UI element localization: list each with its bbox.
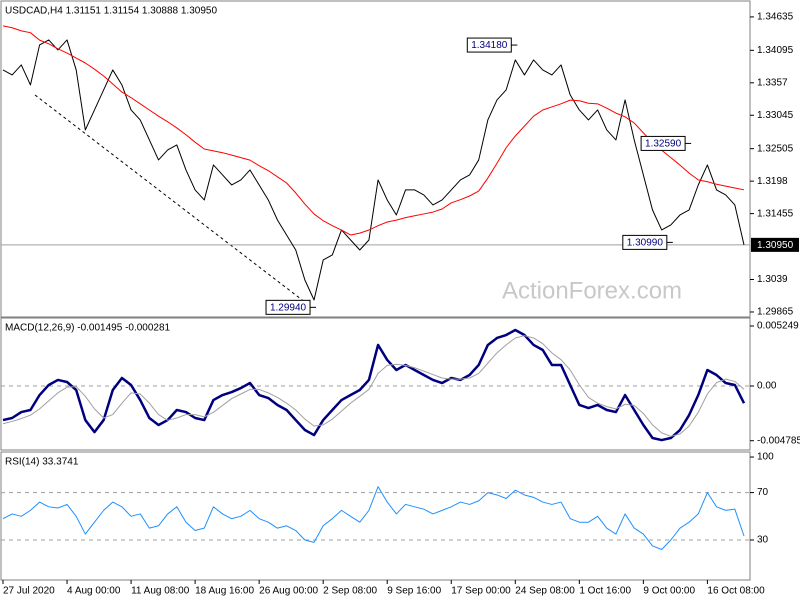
- y-tick-label: 100: [757, 452, 774, 463]
- x-tick-label: 27 Jul 2020: [3, 586, 55, 597]
- y-tick-label: 1.3039: [757, 274, 788, 285]
- series-line: [2, 328, 746, 442]
- x-tick-label: 9 Sep 16:00: [387, 586, 441, 597]
- panel-frame: [0, 0, 751, 318]
- trend-line: [34, 94, 311, 307]
- y-tick-label: 1.34635: [757, 12, 794, 23]
- x-tick-label: 4 Aug 00:00: [67, 586, 121, 597]
- x-tick-label: 24 Sep 08:00: [515, 586, 575, 597]
- y-tick-label: 1.3357: [757, 77, 788, 88]
- y-tick-label: 1.32505: [757, 143, 794, 154]
- last-price-box: [751, 237, 799, 252]
- series-line: [2, 486, 745, 550]
- annotation-box: [622, 234, 668, 250]
- y-tick-label: 30: [757, 535, 769, 546]
- x-tick-label: 1 Oct 16:00: [579, 586, 631, 597]
- y-tick-label: 1.34095: [757, 45, 794, 56]
- annotation-label: 1.34180: [471, 40, 508, 51]
- panel-title: USDCAD,H4 1.31151 1.31154 1.30888 1.3095…: [5, 6, 217, 17]
- series-line: [2, 25, 745, 236]
- x-tick-label: 11 Aug 08:00: [131, 586, 190, 597]
- y-tick-label: 70: [757, 487, 769, 498]
- panel-title: MACD(12,26,9) -0.001495 -0.000281: [5, 323, 171, 334]
- series-line: [2, 39, 745, 301]
- x-tick-label: 9 Oct 00:00: [643, 586, 695, 597]
- x-tick-label: 17 Sep 00:00: [451, 586, 511, 597]
- annotation-label: 1.29940: [270, 302, 307, 313]
- x-tick-label: 18 Aug 16:00: [195, 586, 254, 597]
- panel-title: RSI(14) 33.3741: [5, 457, 79, 468]
- y-tick-label: -0.004785: [757, 435, 800, 446]
- y-tick-label: 0.00: [757, 381, 777, 392]
- x-tick-label: 26 Aug 00:00: [259, 586, 318, 597]
- y-tick-label: 0.005249: [757, 321, 799, 332]
- panel-frame: [0, 317, 751, 451]
- y-tick-label: 1.31455: [757, 208, 794, 219]
- annotation-box: [466, 37, 512, 53]
- series-line: [2, 335, 745, 437]
- y-tick-label: 1.29865: [757, 307, 794, 318]
- annotation-box: [640, 135, 686, 151]
- x-tick-label: 16 Oct 08:00: [707, 586, 765, 597]
- x-tick-label: 2 Sep 08:00: [323, 586, 377, 597]
- watermark: ActionForex.com: [502, 277, 682, 304]
- y-tick-label: 1.33045: [757, 110, 794, 121]
- annotation-label: 1.30990: [627, 238, 664, 249]
- annotation-label: 1.32590: [645, 139, 682, 150]
- last-price-label: 1.30950: [757, 240, 794, 251]
- y-tick-label: 1.3198: [757, 176, 788, 187]
- annotation-box: [265, 299, 311, 315]
